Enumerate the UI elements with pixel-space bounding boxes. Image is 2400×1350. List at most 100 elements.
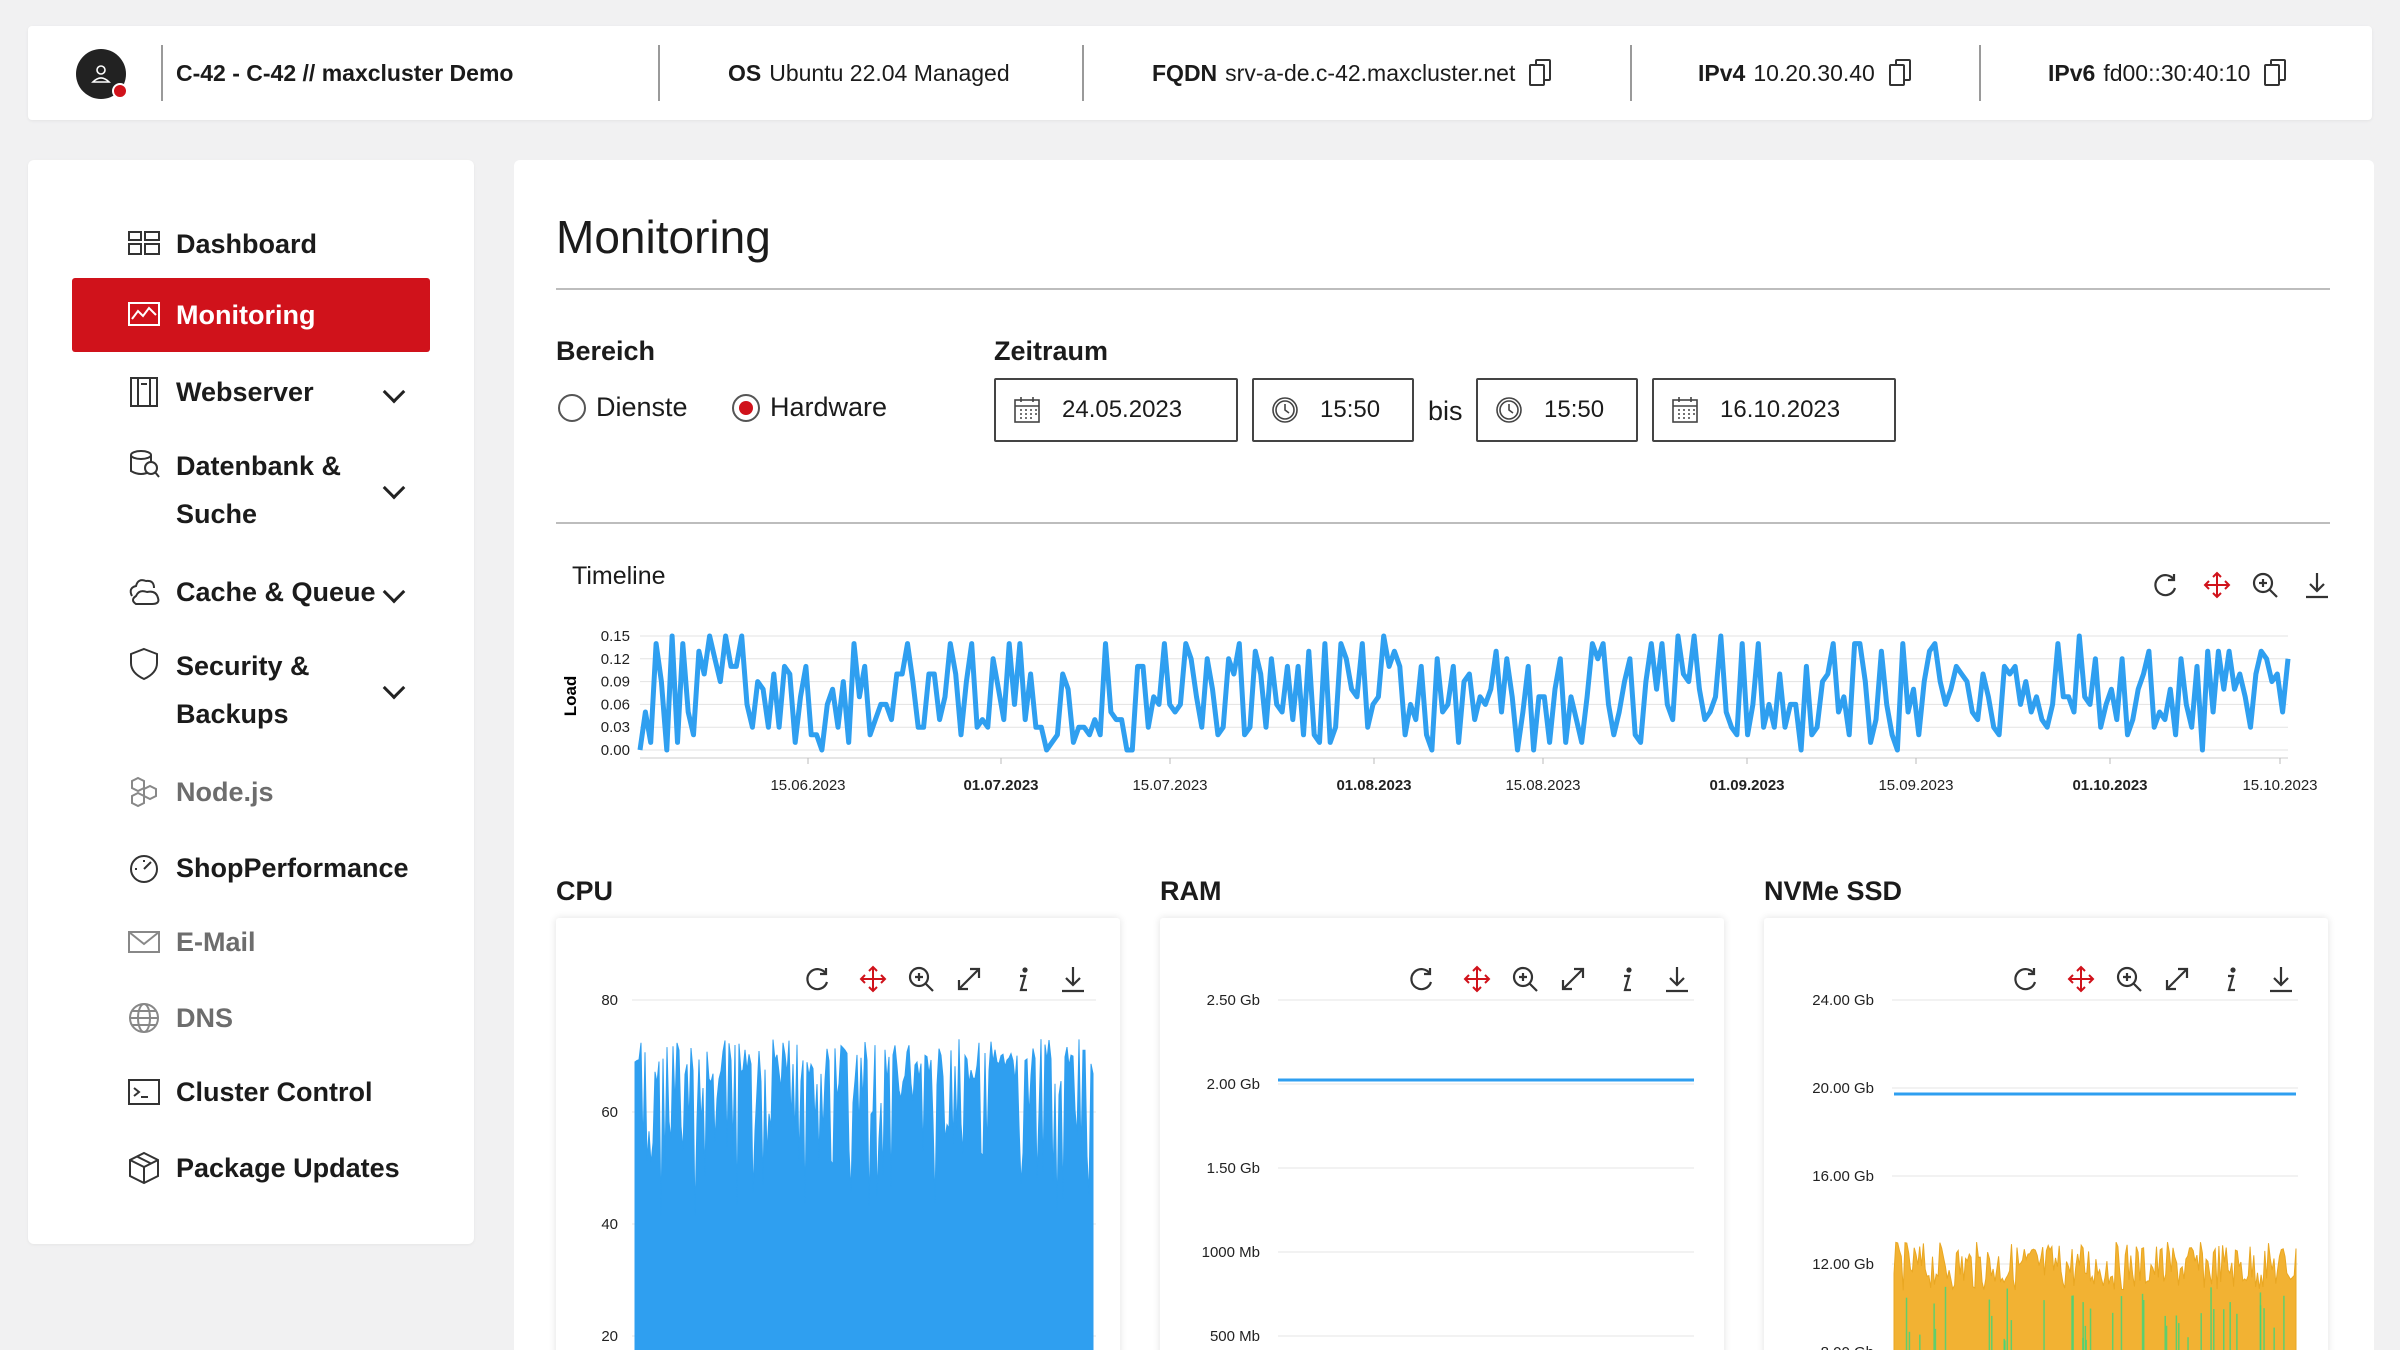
zoom-icon[interactable]: [2116, 966, 2142, 992]
ram-plot[interactable]: 2.50 Gb 2.00 Gb 1.50 Gb 1000 Mb 500 Mb: [1160, 918, 1724, 1350]
expand-icon[interactable]: [2165, 967, 2189, 991]
y-tick-label: 40: [601, 1216, 618, 1233]
chevron-down-icon[interactable]: [382, 676, 406, 700]
cpu-title: CPU: [556, 876, 614, 906]
sidebar-item-datenbank[interactable]: Datenbank & Suche: [72, 442, 430, 542]
server-info-bar: C-42 - C-42 // maxcluster Demo OS Ubuntu …: [28, 26, 2372, 120]
from-date-value: 24.05.2023: [1062, 396, 1183, 423]
ram-chart-card: 2.50 Gb 2.00 Gb 1.50 Gb 1000 Mb 500 Mb: [1160, 918, 1724, 1350]
bereich-label: Bereich: [556, 336, 656, 366]
sidebar-item-cluster-control[interactable]: Cluster Control: [72, 1068, 430, 1116]
copy-icon[interactable]: [2264, 59, 2287, 87]
zoom-icon[interactable]: [2250, 570, 2280, 600]
to-time-field[interactable]: 15:50: [1476, 378, 1638, 442]
grid-icon: [128, 231, 160, 255]
sidebar-item-label-2: Suche: [176, 499, 258, 529]
pan-icon[interactable]: [1463, 965, 1491, 993]
download-icon[interactable]: [2270, 967, 2292, 993]
sidebar-item-security-backups[interactable]: Security & Backups: [72, 642, 430, 742]
status-dot: [112, 83, 128, 99]
nvme-io-area: [1893, 1241, 2297, 1350]
expand-icon[interactable]: [1561, 967, 1585, 991]
radio-label: Dienste: [596, 392, 688, 422]
speedometer-icon: [130, 855, 158, 883]
info-icon[interactable]: [2227, 967, 2236, 992]
y-tick-label: 0.06: [601, 696, 630, 713]
y-tick-label: 8.00 Gb: [1821, 1344, 1874, 1350]
radio-hardware[interactable]: Hardware: [732, 392, 887, 423]
shield-icon: [130, 647, 158, 681]
sidebar-item-shopperformance[interactable]: ShopPerformance: [72, 844, 430, 892]
radio-circle-selected[interactable]: [732, 393, 760, 422]
divider: [1630, 45, 1632, 101]
chevron-down-icon[interactable]: [382, 476, 406, 500]
from-date-field[interactable]: 24.05.2023: [994, 378, 1238, 442]
chart-title: Timeline: [572, 562, 666, 590]
reset-icon[interactable]: [806, 968, 829, 991]
pan-icon[interactable]: [2202, 570, 2232, 600]
divider: [1979, 45, 1981, 101]
copy-icon[interactable]: [1888, 59, 1911, 87]
download-icon[interactable]: [1062, 967, 1084, 993]
cpu-series-area: [634, 1039, 1094, 1350]
sidebar-item-label: DNS: [176, 1003, 234, 1033]
cpu-plot[interactable]: 80 60 40 20: [556, 918, 1120, 1350]
x-tick-label: 15.10.2023: [2242, 777, 2317, 794]
download-icon[interactable]: [1666, 967, 1688, 993]
terminal-icon: [128, 1079, 160, 1105]
pan-icon[interactable]: [2067, 965, 2095, 993]
y-tick-label: 2.50 Gb: [1207, 992, 1260, 1009]
radio-label: Hardware: [770, 392, 888, 422]
timeline-plot[interactable]: Load 0.15 0.12 0.09 0.06 0.03 0.00 15.06.2023 0…: [556, 586, 2330, 946]
ipv6-value: fd00::30:40:10: [2103, 59, 2251, 86]
sidebar-item-label: ShopPerformance: [176, 853, 409, 883]
sidebar-item-dashboard[interactable]: Dashboard: [72, 220, 430, 268]
x-tick-label: 01.09.2023: [1709, 777, 1784, 794]
reset-icon[interactable]: [2150, 570, 2180, 600]
sidebar-item-dns[interactable]: DNS: [72, 994, 430, 1042]
info-icon[interactable]: [1623, 967, 1632, 992]
user-avatar[interactable]: [76, 49, 128, 99]
sidebar-item-cache-queue[interactable]: Cache & Queue: [72, 568, 430, 616]
from-time-field[interactable]: 15:50: [1252, 378, 1414, 442]
download-icon[interactable]: [2302, 570, 2332, 600]
ipv4-info: IPv4 10.20.30.40: [1698, 26, 1911, 120]
user-icon: [91, 65, 111, 83]
radio-circle[interactable]: [558, 393, 586, 422]
sidebar-item-label: Webserver: [176, 377, 314, 407]
zoom-icon[interactable]: [908, 966, 934, 992]
ipv6-info: IPv6 fd00::30:40:10: [2048, 26, 2287, 120]
divider: [658, 45, 660, 101]
chart-toolbar: [806, 965, 1084, 993]
reset-icon[interactable]: [1410, 968, 1433, 991]
nvme-plot[interactable]: 24.00 Gb 20.00 Gb 16.00 Gb 12.00 Gb 8.00 Gb: [1764, 918, 2328, 1350]
ipv6-key: IPv6: [2048, 59, 2096, 86]
sidebar-item-webserver[interactable]: Webserver: [72, 368, 430, 416]
y-tick-label: 20: [601, 1328, 618, 1345]
expand-icon[interactable]: [957, 967, 981, 991]
copy-icon[interactable]: [1529, 59, 1552, 87]
calendar-icon: [1672, 397, 1698, 423]
y-tick-label: 0.03: [601, 719, 630, 736]
y-tick-label: 80: [601, 992, 618, 1009]
chevron-down-icon[interactable]: [382, 380, 406, 404]
chevron-down-icon[interactable]: [382, 580, 406, 604]
zoom-icon[interactable]: [1512, 966, 1538, 992]
chart-toolbar: [2130, 566, 2330, 606]
y-tick-label: 16.00 Gb: [1812, 1168, 1874, 1185]
os-info: OS Ubuntu 22.04 Managed: [728, 26, 1010, 120]
sidebar-item-email[interactable]: E-Mail: [72, 918, 430, 966]
x-tick-label: 15.08.2023: [1505, 777, 1580, 794]
pan-icon[interactable]: [859, 965, 887, 993]
nvme-title: NVMe SSD: [1764, 876, 1903, 906]
radio-dienste[interactable]: Dienste: [558, 392, 688, 423]
reset-icon[interactable]: [2014, 968, 2037, 991]
to-time-value: 15:50: [1544, 396, 1605, 423]
sidebar-item-package-updates[interactable]: Package Updates: [72, 1144, 430, 1192]
to-date-field[interactable]: 16.10.2023: [1652, 378, 1896, 442]
sidebar-item-nodejs[interactable]: Node.js: [72, 768, 430, 816]
info-icon[interactable]: [1019, 967, 1028, 992]
sidebar-item-monitoring[interactable]: Monitoring: [72, 278, 430, 352]
server-label: C-42 - C-42 // maxcluster Demo: [176, 59, 514, 86]
sidebar-item-label-2: Backups: [176, 699, 289, 729]
